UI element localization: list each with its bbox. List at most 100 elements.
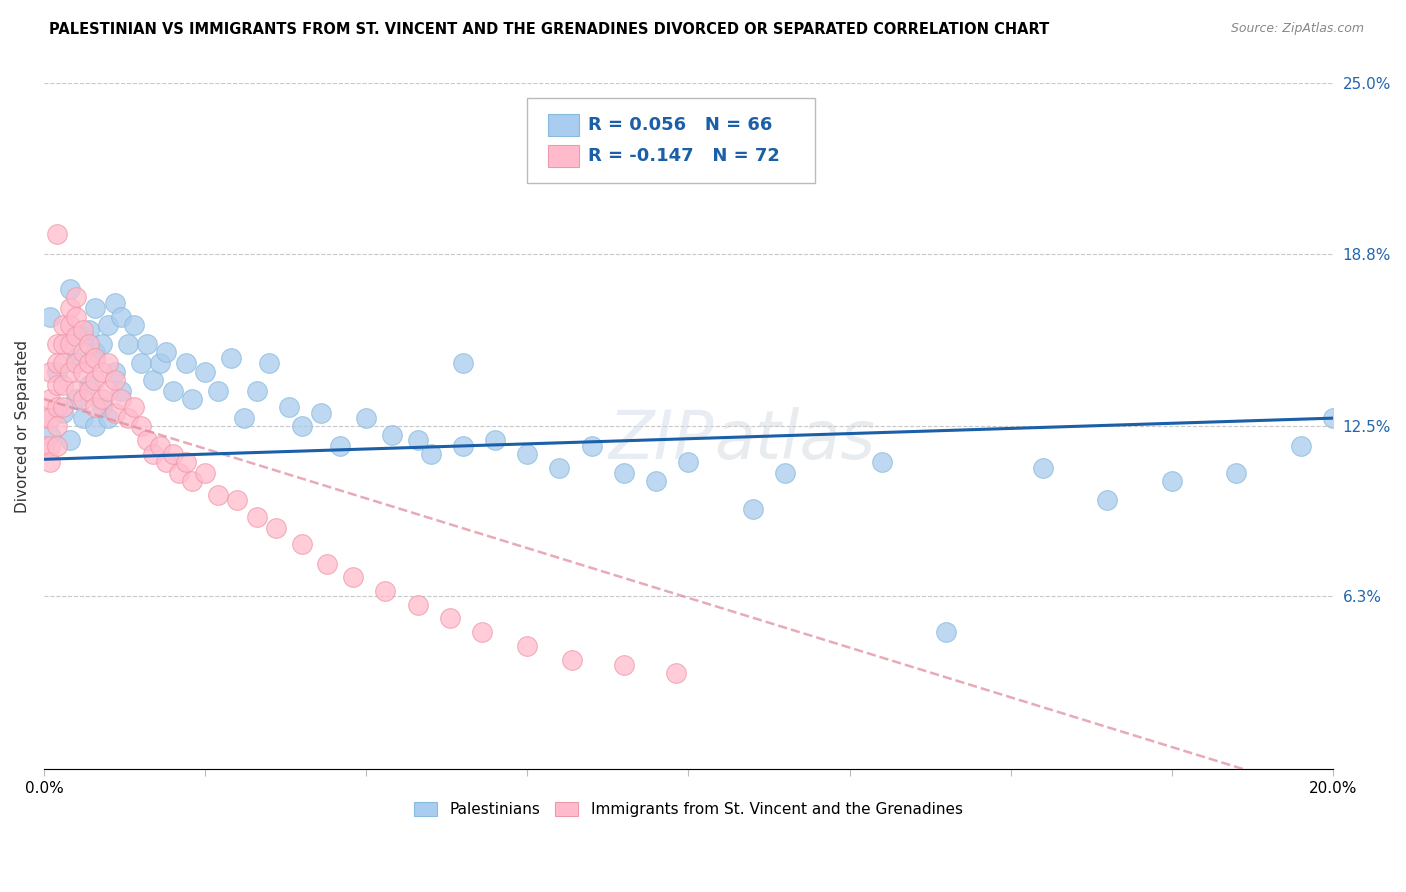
Point bbox=[84, 345, 107, 359]
Point bbox=[97, 384, 120, 398]
Text: Source: ZipAtlas.com: Source: ZipAtlas.com bbox=[1230, 22, 1364, 36]
Point bbox=[77, 337, 100, 351]
Text: PALESTINIAN VS IMMIGRANTS FROM ST. VINCENT AND THE GRENADINES DIVORCED OR SEPARA: PALESTINIAN VS IMMIGRANTS FROM ST. VINCE… bbox=[49, 22, 1049, 37]
Point bbox=[110, 310, 132, 324]
Point bbox=[104, 406, 127, 420]
Point bbox=[117, 411, 139, 425]
Point bbox=[39, 427, 62, 442]
Point bbox=[72, 411, 94, 425]
Point bbox=[90, 364, 112, 378]
Point bbox=[84, 373, 107, 387]
Point bbox=[72, 328, 94, 343]
Point bbox=[45, 356, 67, 370]
Point bbox=[1032, 460, 1054, 475]
Point bbox=[232, 411, 254, 425]
Text: R = -0.147   N = 72: R = -0.147 N = 72 bbox=[588, 147, 779, 165]
Point bbox=[162, 447, 184, 461]
Point bbox=[77, 384, 100, 398]
Point bbox=[264, 521, 287, 535]
Point bbox=[194, 364, 217, 378]
Point bbox=[155, 345, 177, 359]
Point bbox=[471, 625, 494, 640]
Point bbox=[516, 447, 538, 461]
Point bbox=[59, 282, 82, 296]
Point bbox=[142, 447, 165, 461]
Point bbox=[84, 301, 107, 316]
Point bbox=[45, 378, 67, 392]
Point bbox=[245, 509, 267, 524]
Point bbox=[104, 296, 127, 310]
Point bbox=[613, 466, 636, 480]
Point bbox=[52, 378, 75, 392]
Point bbox=[219, 351, 242, 365]
Point bbox=[90, 392, 112, 406]
Point bbox=[97, 318, 120, 332]
Point bbox=[59, 337, 82, 351]
Point bbox=[104, 364, 127, 378]
Point bbox=[65, 328, 87, 343]
Point bbox=[52, 318, 75, 332]
Point bbox=[329, 439, 352, 453]
Point bbox=[207, 488, 229, 502]
Point bbox=[32, 411, 55, 425]
Point bbox=[65, 392, 87, 406]
Point bbox=[59, 433, 82, 447]
Point bbox=[45, 400, 67, 414]
Point bbox=[194, 466, 217, 480]
Point bbox=[65, 351, 87, 365]
Point bbox=[65, 384, 87, 398]
Point bbox=[52, 400, 75, 414]
Point bbox=[45, 439, 67, 453]
Point bbox=[65, 290, 87, 304]
Point bbox=[97, 356, 120, 370]
Point bbox=[110, 392, 132, 406]
Point bbox=[84, 351, 107, 365]
Text: R = 0.056   N = 66: R = 0.056 N = 66 bbox=[588, 116, 772, 134]
Point bbox=[1097, 493, 1119, 508]
Point bbox=[291, 537, 314, 551]
Point bbox=[84, 400, 107, 414]
Point bbox=[117, 337, 139, 351]
Point bbox=[174, 455, 197, 469]
Point bbox=[406, 433, 429, 447]
Point bbox=[59, 301, 82, 316]
Point bbox=[419, 447, 441, 461]
Point bbox=[32, 439, 55, 453]
Point bbox=[484, 433, 506, 447]
Point bbox=[52, 337, 75, 351]
Point bbox=[45, 364, 67, 378]
Point bbox=[39, 364, 62, 378]
Point bbox=[39, 310, 62, 324]
Point bbox=[1225, 466, 1247, 480]
Point bbox=[59, 364, 82, 378]
Point bbox=[259, 356, 281, 370]
Point bbox=[129, 356, 152, 370]
Point bbox=[613, 658, 636, 673]
Point bbox=[149, 356, 172, 370]
Point bbox=[45, 337, 67, 351]
Point bbox=[581, 439, 603, 453]
Point bbox=[406, 598, 429, 612]
Point bbox=[39, 411, 62, 425]
Point bbox=[39, 392, 62, 406]
Point bbox=[59, 318, 82, 332]
Point bbox=[451, 356, 474, 370]
Point bbox=[181, 392, 204, 406]
Point bbox=[226, 493, 249, 508]
Point bbox=[935, 625, 957, 640]
Point bbox=[84, 419, 107, 434]
Point bbox=[104, 373, 127, 387]
Point bbox=[1160, 475, 1182, 489]
Y-axis label: Divorced or Separated: Divorced or Separated bbox=[15, 340, 30, 513]
Point bbox=[167, 466, 190, 480]
Point bbox=[316, 557, 339, 571]
Text: ZIP: ZIP bbox=[609, 407, 714, 473]
Point bbox=[122, 318, 145, 332]
Point bbox=[45, 227, 67, 242]
Point bbox=[245, 384, 267, 398]
Point bbox=[72, 392, 94, 406]
Point bbox=[439, 611, 461, 625]
Point bbox=[277, 400, 299, 414]
Point bbox=[136, 433, 159, 447]
Point bbox=[773, 466, 796, 480]
